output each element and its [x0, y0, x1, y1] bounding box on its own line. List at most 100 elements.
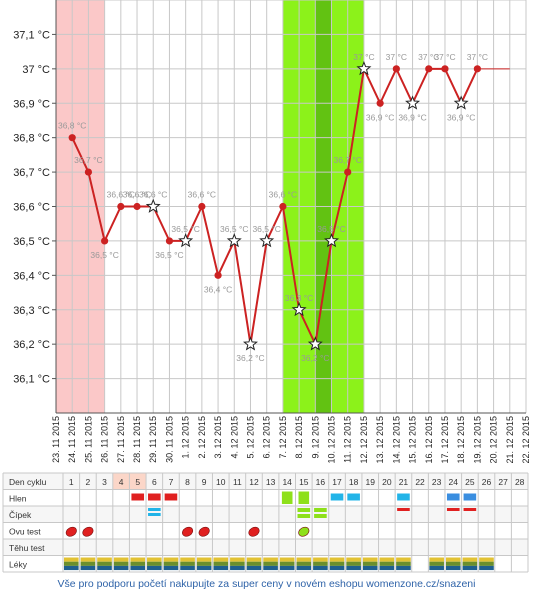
- data-point: [473, 65, 481, 73]
- cycle-day-number: 8: [185, 477, 190, 487]
- data-label: 36,8 °C: [58, 121, 86, 131]
- cycle-day-number: 7: [169, 477, 174, 487]
- mucus-marker: [330, 493, 344, 501]
- data-label: 36,5 °C: [171, 224, 199, 234]
- footer-link[interactable]: Vše pro podporu početí nakupujte za supe…: [57, 578, 476, 590]
- ovulation-test-icon: [198, 526, 210, 537]
- x-tick-label: 5. 12 2015: [245, 416, 255, 459]
- cycle-day-number: 24: [449, 477, 459, 487]
- medication-marker: [462, 561, 478, 566]
- medication-marker: [263, 561, 278, 566]
- medication-marker: [346, 561, 361, 566]
- data-label: 36,6 °C: [269, 190, 297, 200]
- x-tick-label: 17. 12 2015: [440, 416, 450, 464]
- data-point-star: [226, 233, 242, 248]
- cycle-day-number: 5: [135, 477, 140, 487]
- cervix-marker: [297, 514, 311, 518]
- data-label: 37 °C: [467, 52, 488, 62]
- medication-marker: [80, 557, 96, 562]
- x-tick-label: 25. 11 2015: [83, 416, 93, 463]
- medication-marker: [196, 561, 212, 566]
- cycle-day-number: 28: [515, 477, 525, 487]
- medication-marker: [196, 565, 212, 571]
- x-tick-label: 7. 12 2015: [278, 416, 288, 459]
- cycle-day-number: 1: [69, 477, 74, 487]
- cycle-day-number: 14: [282, 477, 292, 487]
- medication-marker: [97, 557, 112, 562]
- x-tick-label: 18. 12 2015: [456, 416, 466, 464]
- medication-marker: [130, 561, 146, 566]
- cycle-day-number: 22: [415, 477, 425, 487]
- medication-marker: [296, 561, 312, 566]
- data-label: 36,7 °C: [333, 155, 361, 165]
- medication-marker: [113, 561, 129, 566]
- medication-marker: [479, 561, 494, 566]
- medication-marker: [313, 565, 328, 571]
- mucus-marker: [131, 493, 145, 501]
- medication-marker: [379, 565, 395, 571]
- medication-marker: [97, 561, 112, 566]
- x-tick-label: 26. 11 2015: [100, 416, 110, 463]
- y-tick-label: 36,8 °C: [13, 133, 50, 145]
- medication-marker: [196, 557, 212, 562]
- cycle-day-number: 21: [399, 477, 409, 487]
- data-label: 37 °C: [353, 52, 374, 62]
- data-point: [214, 271, 222, 279]
- ovulation-test-icon: [82, 526, 94, 537]
- cervix-marker: [314, 514, 327, 518]
- data-label: 36,6 °C: [188, 190, 216, 200]
- x-tick-label: 20. 12 2015: [489, 416, 499, 464]
- cycle-day-number: 25: [465, 477, 475, 487]
- mucus-marker: [463, 493, 477, 501]
- cycle-day-number: 2: [86, 477, 91, 487]
- data-point-star: [307, 336, 323, 351]
- medication-marker: [313, 557, 328, 562]
- x-tick-label: 16. 12 2015: [424, 416, 434, 464]
- y-tick-label: 36,5 °C: [13, 236, 50, 248]
- mucus-marker: [446, 493, 460, 501]
- cycle-day-number: 3: [102, 477, 107, 487]
- medication-marker: [230, 565, 245, 571]
- mucus-marker: [347, 493, 360, 501]
- medication-marker: [147, 565, 162, 571]
- medication-marker: [130, 565, 146, 571]
- ovulation-test-icon: [182, 526, 194, 537]
- cycle-day-number: 9: [202, 477, 207, 487]
- medication-marker: [362, 561, 378, 566]
- table-row-bg: [3, 522, 528, 539]
- data-label: 36,6 °C: [107, 190, 135, 200]
- medication-marker: [329, 565, 345, 571]
- x-tick-label: 28. 11 2015: [132, 416, 142, 463]
- data-label: 36,7 °C: [74, 155, 102, 165]
- cycle-day-number: 12: [249, 477, 259, 487]
- table-row-bg: [3, 539, 528, 556]
- data-point: [425, 65, 433, 73]
- data-point-star: [145, 198, 161, 213]
- data-label: 37 °C: [386, 52, 407, 62]
- medication-marker: [64, 565, 79, 571]
- data-point: [84, 168, 93, 176]
- data-point: [101, 237, 109, 245]
- data-point: [68, 134, 76, 142]
- highlight-day-cell: [129, 473, 147, 490]
- mucus-marker: [298, 491, 310, 504]
- medication-marker: [246, 557, 262, 562]
- mucus-marker: [281, 491, 293, 504]
- cycle-day-number: 17: [332, 477, 342, 487]
- ovulation-test-icon: [248, 526, 260, 537]
- y-tick-label: 36,4 °C: [13, 270, 50, 282]
- mucus-marker: [148, 493, 161, 501]
- y-tick-label: 36,6 °C: [13, 202, 50, 214]
- medication-marker: [396, 561, 411, 566]
- data-point: [279, 202, 287, 211]
- medication-marker: [213, 557, 229, 562]
- cycle-table: Den cyklu Hlen Čípek Ovu test Těhu test Léky 1…: [2, 472, 529, 573]
- data-label: 36,4 °C: [204, 284, 232, 294]
- cycle-day-number: 27: [498, 477, 508, 487]
- medication-marker: [379, 557, 395, 562]
- cycle-day-number: 19: [365, 477, 375, 487]
- mucus-marker: [164, 493, 178, 501]
- data-label: 36,5 °C: [220, 224, 248, 234]
- medication-marker: [279, 565, 295, 571]
